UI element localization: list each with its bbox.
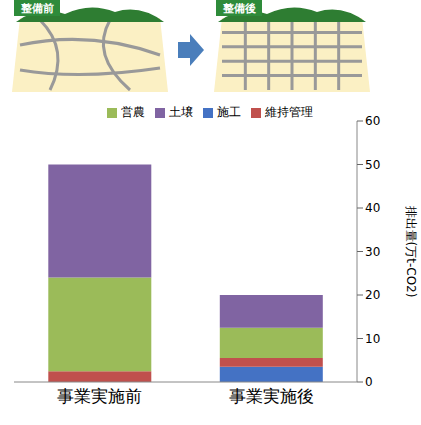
svg-text:20: 20 bbox=[365, 288, 380, 302]
svg-text:排出量(万t-CO2): 排出量(万t-CO2) bbox=[404, 206, 418, 298]
svg-text:30: 30 bbox=[365, 245, 380, 259]
html-text:維持管理: 維持管理 bbox=[264, 105, 313, 119]
svg-text:40: 40 bbox=[365, 201, 380, 215]
svg-text:事業実施前: 事業実施前 bbox=[57, 386, 142, 406]
svg-text:10: 10 bbox=[365, 332, 380, 346]
html-text:営農: 営農 bbox=[120, 105, 145, 119]
svg-text:整備前: 整備前 bbox=[20, 2, 54, 15]
svg-text:整備後: 整備後 bbox=[222, 2, 256, 15]
html-text:施工: 施工 bbox=[216, 105, 241, 119]
svg-text:50: 50 bbox=[365, 158, 380, 172]
svg-text:60: 60 bbox=[365, 114, 380, 128]
svg-text:0: 0 bbox=[365, 375, 373, 389]
html-text:土壌: 土壌 bbox=[168, 105, 193, 119]
svg-text:事業実施後: 事業実施後 bbox=[229, 386, 314, 406]
